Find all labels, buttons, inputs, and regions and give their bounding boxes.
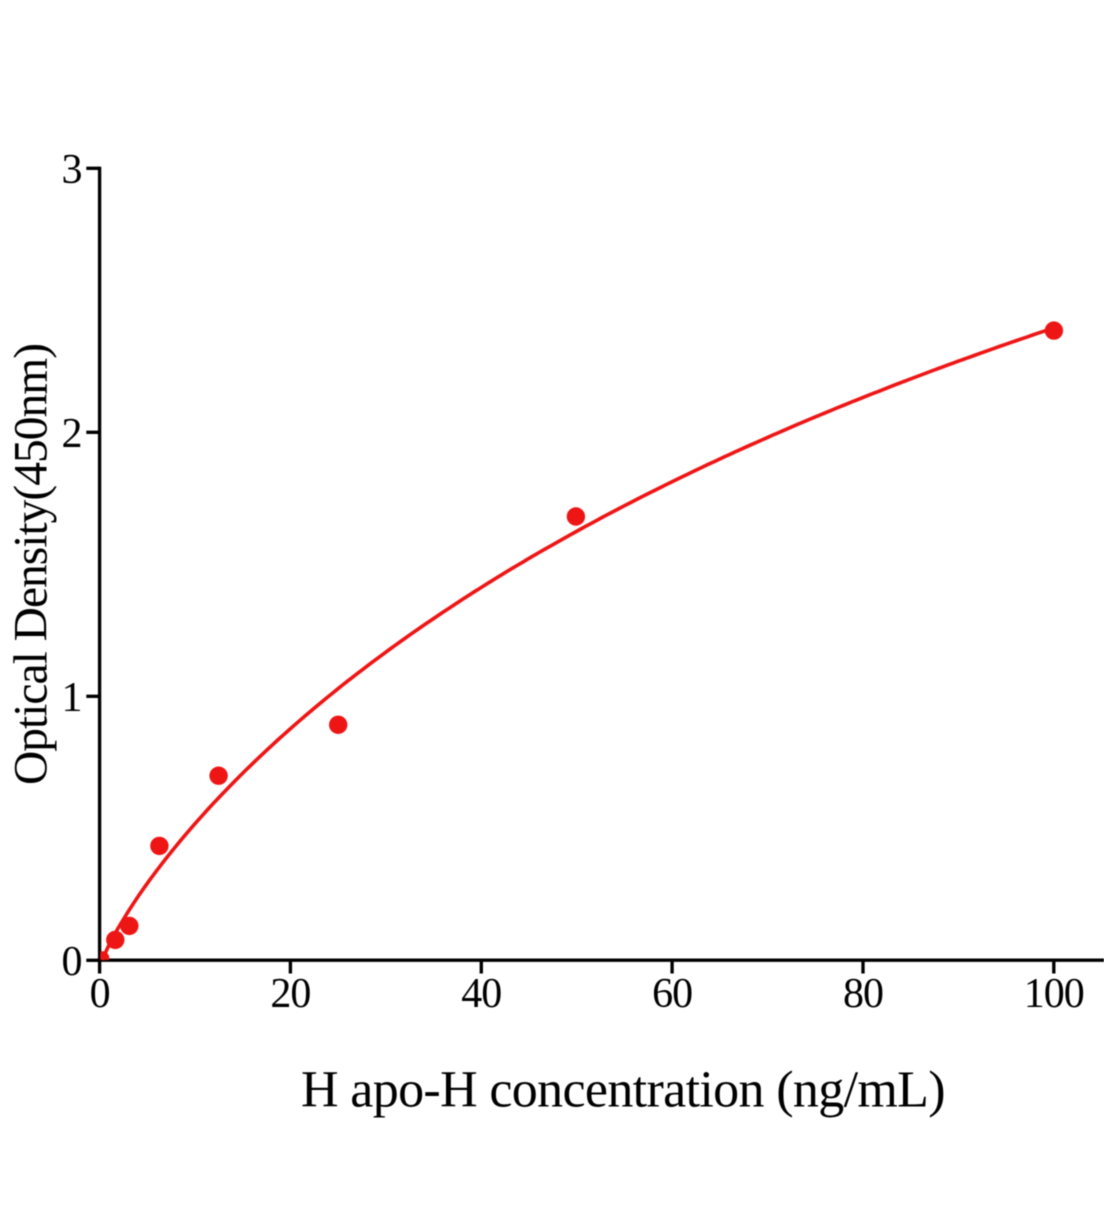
svg-text:0: 0 (90, 971, 110, 1017)
svg-text:0: 0 (62, 939, 82, 985)
svg-text:80: 80 (843, 971, 883, 1017)
svg-text:Optical Density(450nm): Optical Density(450nm) (6, 344, 58, 785)
svg-text:3: 3 (62, 147, 82, 193)
svg-text:1: 1 (62, 675, 82, 721)
svg-text:2: 2 (62, 411, 82, 457)
svg-text:60: 60 (652, 971, 692, 1017)
svg-text:H apo-H concentration (ng/mL): H apo-H concentration (ng/mL) (301, 1062, 945, 1119)
svg-text:40: 40 (461, 971, 501, 1017)
svg-text:20: 20 (270, 971, 310, 1017)
svg-text:100: 100 (1024, 971, 1084, 1017)
